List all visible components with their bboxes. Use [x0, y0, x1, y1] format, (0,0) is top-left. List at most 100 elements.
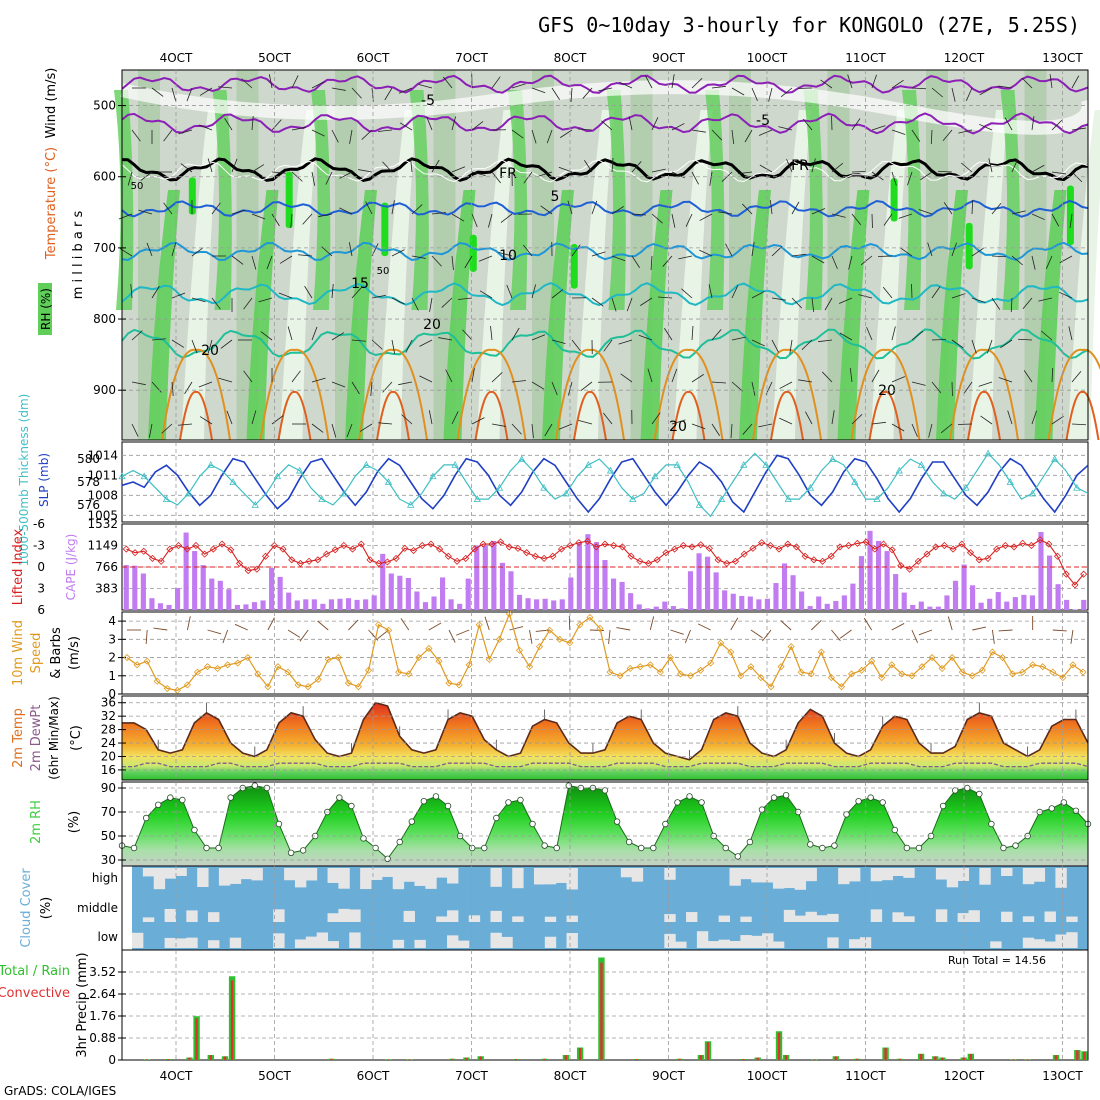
low-cloud-gap	[1066, 932, 1078, 948]
li-point	[636, 557, 644, 565]
cape-bar	[1021, 594, 1027, 610]
wind-speed-point	[606, 668, 614, 676]
middle-cloud-gap	[935, 909, 948, 922]
wind-barb	[411, 297, 419, 311]
low-cloud-gap	[849, 939, 861, 948]
wind-barb	[451, 166, 466, 173]
wind-barb	[1051, 415, 1064, 425]
rh-point	[686, 793, 693, 800]
li-point	[906, 565, 914, 573]
thickness-point	[340, 489, 348, 497]
cape-bar	[149, 598, 155, 610]
dewpoint-line	[122, 762, 1089, 768]
thickness-point	[473, 495, 481, 503]
li-point	[888, 546, 896, 554]
wind-speed-point	[546, 626, 554, 634]
wind-speed-point	[817, 648, 825, 656]
cape-bar	[303, 599, 309, 610]
cape-bar	[593, 542, 600, 610]
low-cloud-gap	[740, 935, 752, 948]
rh-point	[613, 818, 621, 825]
wind-speed-point	[888, 661, 896, 669]
wind-barb	[131, 330, 143, 341]
wind-speed-point	[234, 659, 242, 667]
high-cloud-gap	[533, 868, 546, 885]
cape-tick-label: 1532	[87, 517, 118, 531]
wind-barb	[131, 423, 139, 437]
rh-point	[638, 844, 645, 852]
wind-speed-point	[1019, 668, 1027, 676]
li-point	[157, 557, 165, 565]
cape-bar	[807, 606, 813, 610]
li-point	[653, 556, 661, 564]
wind-barb	[351, 87, 362, 99]
temp-axis-label-1: 2m Temp	[11, 708, 26, 768]
high-cloud-gap	[729, 868, 741, 886]
date-tick-label: 5OCT	[258, 51, 291, 65]
rh-moist-plume	[148, 190, 180, 440]
high-cloud-gap	[1001, 868, 1013, 876]
wind-barb	[531, 423, 534, 438]
li-point	[679, 541, 687, 550]
middle-cloud-gap	[490, 910, 502, 922]
thickness-tick-label: 578	[77, 475, 100, 489]
date-tick-label: 7OCT	[455, 1069, 488, 1083]
panel-frame	[121, 611, 1089, 695]
high-cloud-gap	[436, 868, 448, 878]
wind-barb	[418, 83, 433, 89]
wind-speed-point	[646, 661, 654, 669]
wind-barb	[487, 213, 493, 228]
y-tick-label: 16	[101, 763, 116, 777]
wind-barb	[428, 410, 433, 425]
wind-barb	[1051, 119, 1063, 131]
rh-point	[819, 844, 826, 852]
li-point	[966, 549, 975, 557]
wind-speed-point	[958, 668, 966, 676]
wind-barb	[560, 129, 573, 138]
wind-barb	[631, 213, 646, 216]
wind-speed-point	[183, 681, 191, 689]
credit-label: GrADS: COLA/IGES	[4, 1084, 116, 1098]
wind-speed-point	[455, 681, 463, 689]
thickness-point	[717, 495, 726, 503]
low-cloud-gap	[707, 941, 720, 948]
wind-barb	[860, 255, 873, 266]
precip-convective-bar	[166, 1059, 170, 1060]
cape-bar	[850, 583, 856, 610]
wind-speed-point	[1008, 670, 1017, 678]
precip-axis-label: 3hr Precip (mm)	[75, 952, 90, 1057]
wind-barb	[891, 423, 905, 432]
low-cloud-gap	[316, 932, 329, 948]
date-tick-label: 8OCT	[554, 1069, 587, 1083]
wind-barb	[198, 381, 213, 388]
rh-point	[746, 838, 754, 846]
cape-bar	[619, 581, 625, 610]
high-cloud-gap	[392, 868, 405, 890]
wind-barb	[171, 292, 186, 299]
low-cloud-gap	[696, 931, 709, 948]
high-cloud-gap	[881, 868, 893, 881]
wind-barb	[1059, 291, 1073, 299]
li-point	[584, 537, 592, 545]
wind-barb	[1041, 330, 1053, 341]
middle-cloud-gap	[794, 915, 807, 922]
wind-barb	[891, 376, 906, 383]
wind-barb	[145, 629, 148, 644]
low-cloud-gap	[675, 941, 687, 948]
isotherm-30-dome	[376, 391, 410, 441]
wind-barb	[318, 213, 333, 218]
wind-barb	[848, 255, 853, 270]
date-tick-label: 5OCT	[258, 1069, 291, 1083]
wind-barb	[711, 381, 726, 384]
wind-barb	[711, 423, 720, 436]
wind-barb	[658, 296, 673, 299]
rh-dry-plume	[476, 110, 516, 440]
isotherm-25-dome	[1047, 348, 1100, 441]
wind-barb	[1031, 255, 1036, 270]
wind-barb	[231, 209, 246, 215]
temp-axis-label-2: 2m DewPt	[29, 705, 44, 772]
cape-bar	[491, 540, 497, 610]
wind-barb	[431, 212, 446, 215]
cape-bar	[251, 602, 258, 610]
